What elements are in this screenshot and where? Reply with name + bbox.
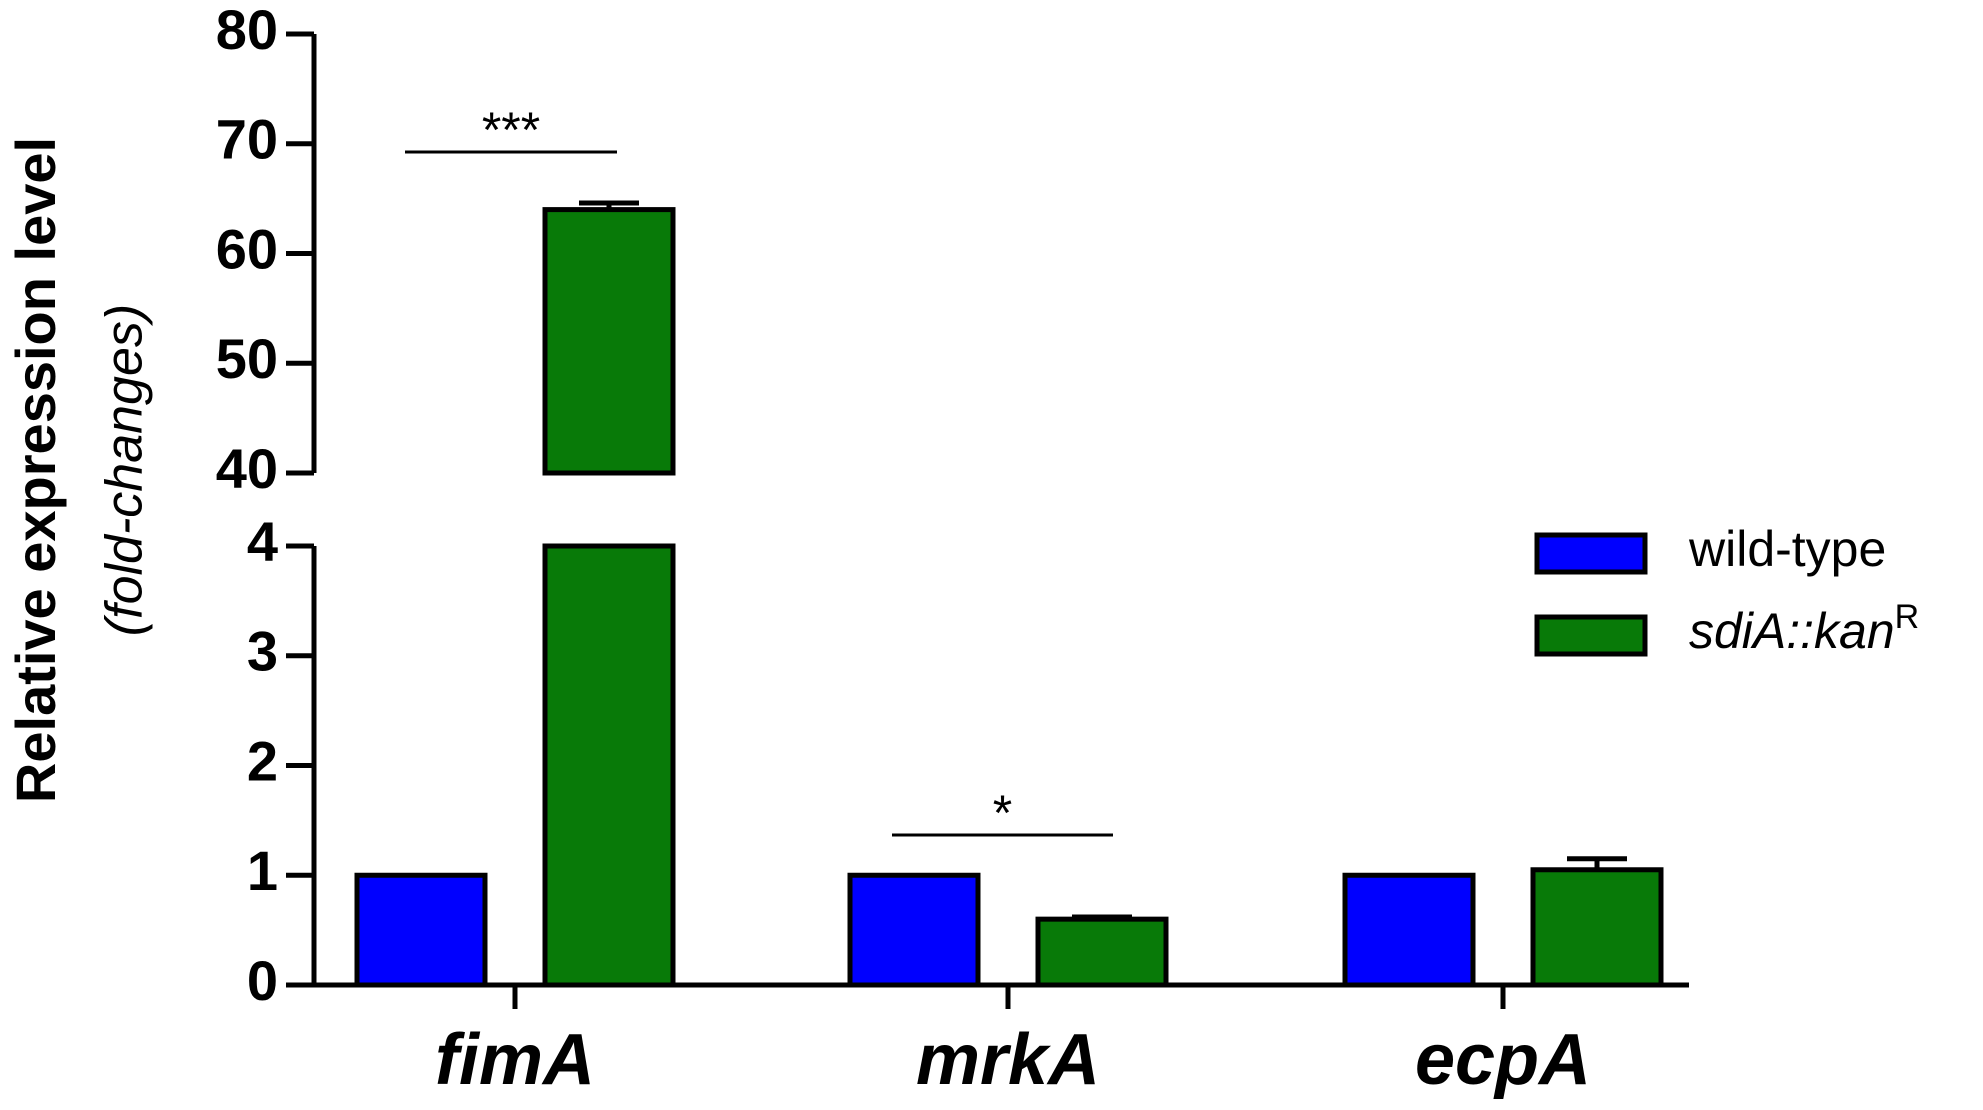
significance-label: *** [482, 102, 540, 158]
bar [542, 543, 676, 988]
y-tick-label: 60 [216, 217, 278, 280]
bar [354, 872, 488, 988]
bar [1342, 872, 1476, 988]
legend-label: sdiA::kanR [1689, 598, 1919, 659]
x-tick-label: ecpA [1415, 1020, 1591, 1100]
legend-swatch [1534, 532, 1648, 575]
x-tick-label: fimA [435, 1020, 595, 1100]
y-tick-label: 80 [216, 0, 278, 61]
y-tick-label: 50 [216, 327, 278, 390]
bar [847, 872, 981, 988]
y-tick-label: 0 [247, 949, 278, 1012]
y-tick-label: 1 [247, 839, 278, 902]
y-axis-sublabel: (fold-changes) [96, 304, 154, 636]
y-tick-label: 3 [247, 620, 278, 683]
bar [542, 207, 676, 476]
y-tick-label: 4 [247, 510, 278, 573]
legend-label: wild-type [1688, 521, 1886, 577]
y-tick-label: 40 [216, 437, 278, 500]
y-axis-label: Relative expression level [4, 137, 67, 803]
y-tick-label: 2 [247, 729, 278, 792]
y-tick-label: 70 [216, 108, 278, 171]
bar [1035, 916, 1169, 988]
x-tick-label: mrkA [916, 1020, 1100, 1100]
legend-swatch [1534, 614, 1648, 657]
bar [1530, 867, 1664, 988]
significance-label: * [993, 785, 1012, 841]
